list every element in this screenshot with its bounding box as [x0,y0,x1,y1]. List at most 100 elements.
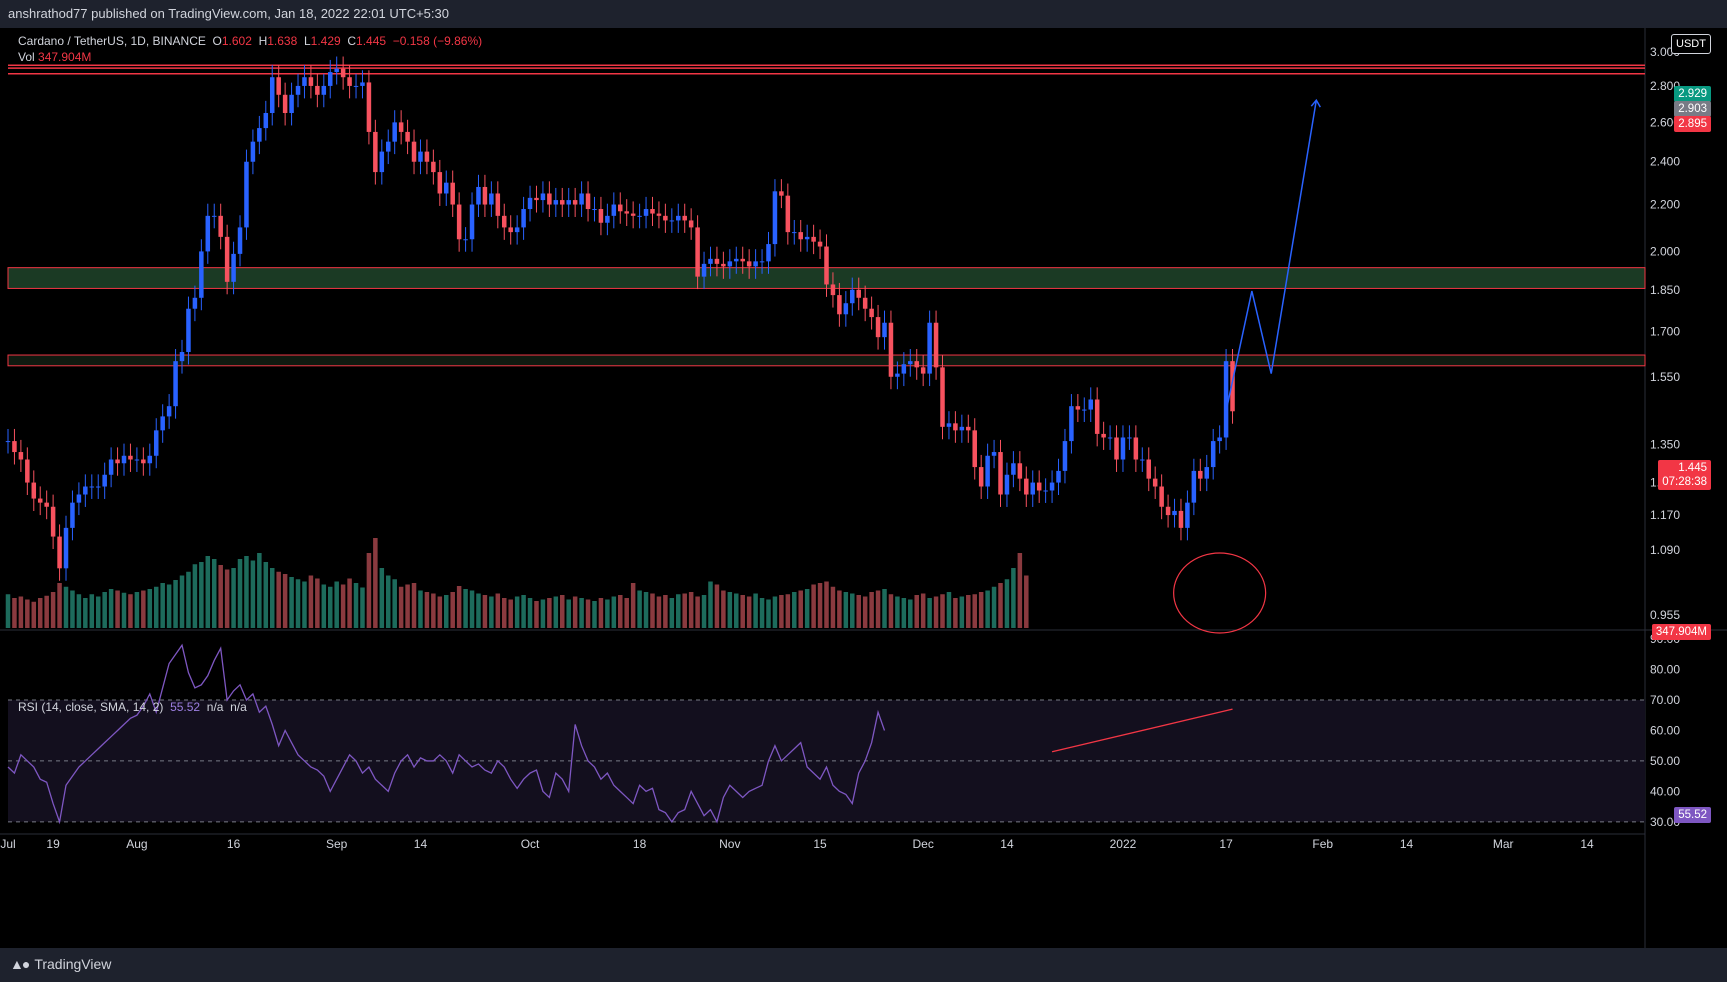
candle-body [914,361,919,368]
candle-body [1114,437,1119,460]
candle-body [1159,486,1164,507]
candle-body [875,317,881,338]
currency-button[interactable]: USDT [1671,34,1711,54]
volume-bar [1024,575,1029,628]
volume-bar [50,592,56,628]
volume-bar [772,596,778,628]
projection-line [1225,100,1318,412]
price-tick-label: 2.000 [1650,244,1680,258]
published-text: anshrathod77 published on TradingView.co… [8,6,449,21]
price-tick-label: 1.700 [1650,324,1680,338]
candle-body [398,122,404,132]
volume-bar [637,590,642,628]
candle-body [173,361,178,407]
tradingview-logo[interactable]: ▲● TradingView [10,956,111,972]
candle-body [456,204,462,240]
price-tag-red: 2.895 [1674,116,1711,132]
time-tick-label: Mar [1493,837,1514,851]
candle-body [31,482,37,499]
volume-bar [95,596,101,628]
volume-bar [592,601,597,628]
time-tick-label: Nov [719,837,740,851]
candle-body [721,263,726,267]
volume-bar [398,586,404,628]
low-label: L [303,34,311,48]
volume-bar [76,594,82,628]
candle-body [166,406,172,417]
volume-bar [192,564,198,628]
volume-bar [102,592,107,628]
vol-label: Vol [18,50,35,64]
candle-body [1146,459,1151,479]
volume-legend: Vol 347.904M [18,50,91,64]
volume-bar [643,592,649,628]
price-tag-mid: 2.903 [1674,101,1711,117]
volume-bar [115,590,120,628]
time-tick-label: Oct [521,837,540,851]
candle-body [817,241,823,247]
volume-bar [837,590,842,628]
volume-bar [153,586,159,628]
resistance-zone [7,354,1646,367]
volume-bar [966,595,971,628]
volume-bar [727,592,733,628]
volume-bar [908,599,913,628]
candle-body [37,498,43,503]
candle-body [682,215,687,221]
candle-body [1094,399,1100,434]
candle-body [95,486,101,488]
volume-bar [682,593,687,628]
volume-bar [753,593,758,628]
price-tick-label: 0.955 [1650,608,1680,622]
volume-bar [12,598,17,628]
candle-body [44,502,49,507]
volume-bar [817,583,823,628]
candle-body [495,193,501,216]
candle-body [779,191,784,196]
volume-bar [5,594,11,628]
volume-bar [347,578,352,628]
volume-bar [166,584,172,628]
candle-body [269,77,275,114]
candle-body [585,193,591,210]
candle-body [469,204,475,240]
close-label: C [347,34,357,48]
rsi-tick-label: 30.00 [1650,815,1680,829]
chart-canvas[interactable]: 0.9551.0901.1701.2501.3501.5501.7001.850… [0,28,1727,948]
candle-body [443,182,449,194]
price-tag-top: 2.929 [1674,86,1711,102]
volume-bar [882,589,887,628]
candle-body [1152,478,1158,487]
candle-body [553,200,559,205]
volume-bar [405,584,410,628]
candle-body [643,209,649,216]
rsi-tick-label: 40.00 [1650,784,1680,798]
chart-area[interactable]: 0.9551.0901.1701.2501.3501.5501.7001.850… [0,28,1727,948]
candle-body [882,322,887,338]
volume-bar [888,594,894,628]
volume-bar [250,560,256,628]
volume-bar [289,577,294,628]
volume-bar [540,599,546,628]
candle-body [998,452,1003,495]
candle-body [663,215,668,221]
time-tick-label: Feb [1312,837,1333,851]
candle-body [321,85,327,95]
volume-bar [121,592,127,628]
candle-body [920,367,926,374]
candle-body [1230,361,1235,412]
rsi-tick-label: 80.00 [1650,663,1680,677]
volume-bar [424,592,430,628]
volume-bar [701,595,707,628]
volume-bar [669,598,675,628]
candle-body [134,459,140,461]
candle-body [688,220,694,228]
candle-body [1107,437,1113,439]
candle-body [895,373,900,377]
candle-body [946,423,952,427]
candle-body [1140,459,1145,461]
candle-body [327,72,333,86]
candle-body [218,215,223,237]
candle-body [199,251,204,298]
candle-body [708,258,713,264]
